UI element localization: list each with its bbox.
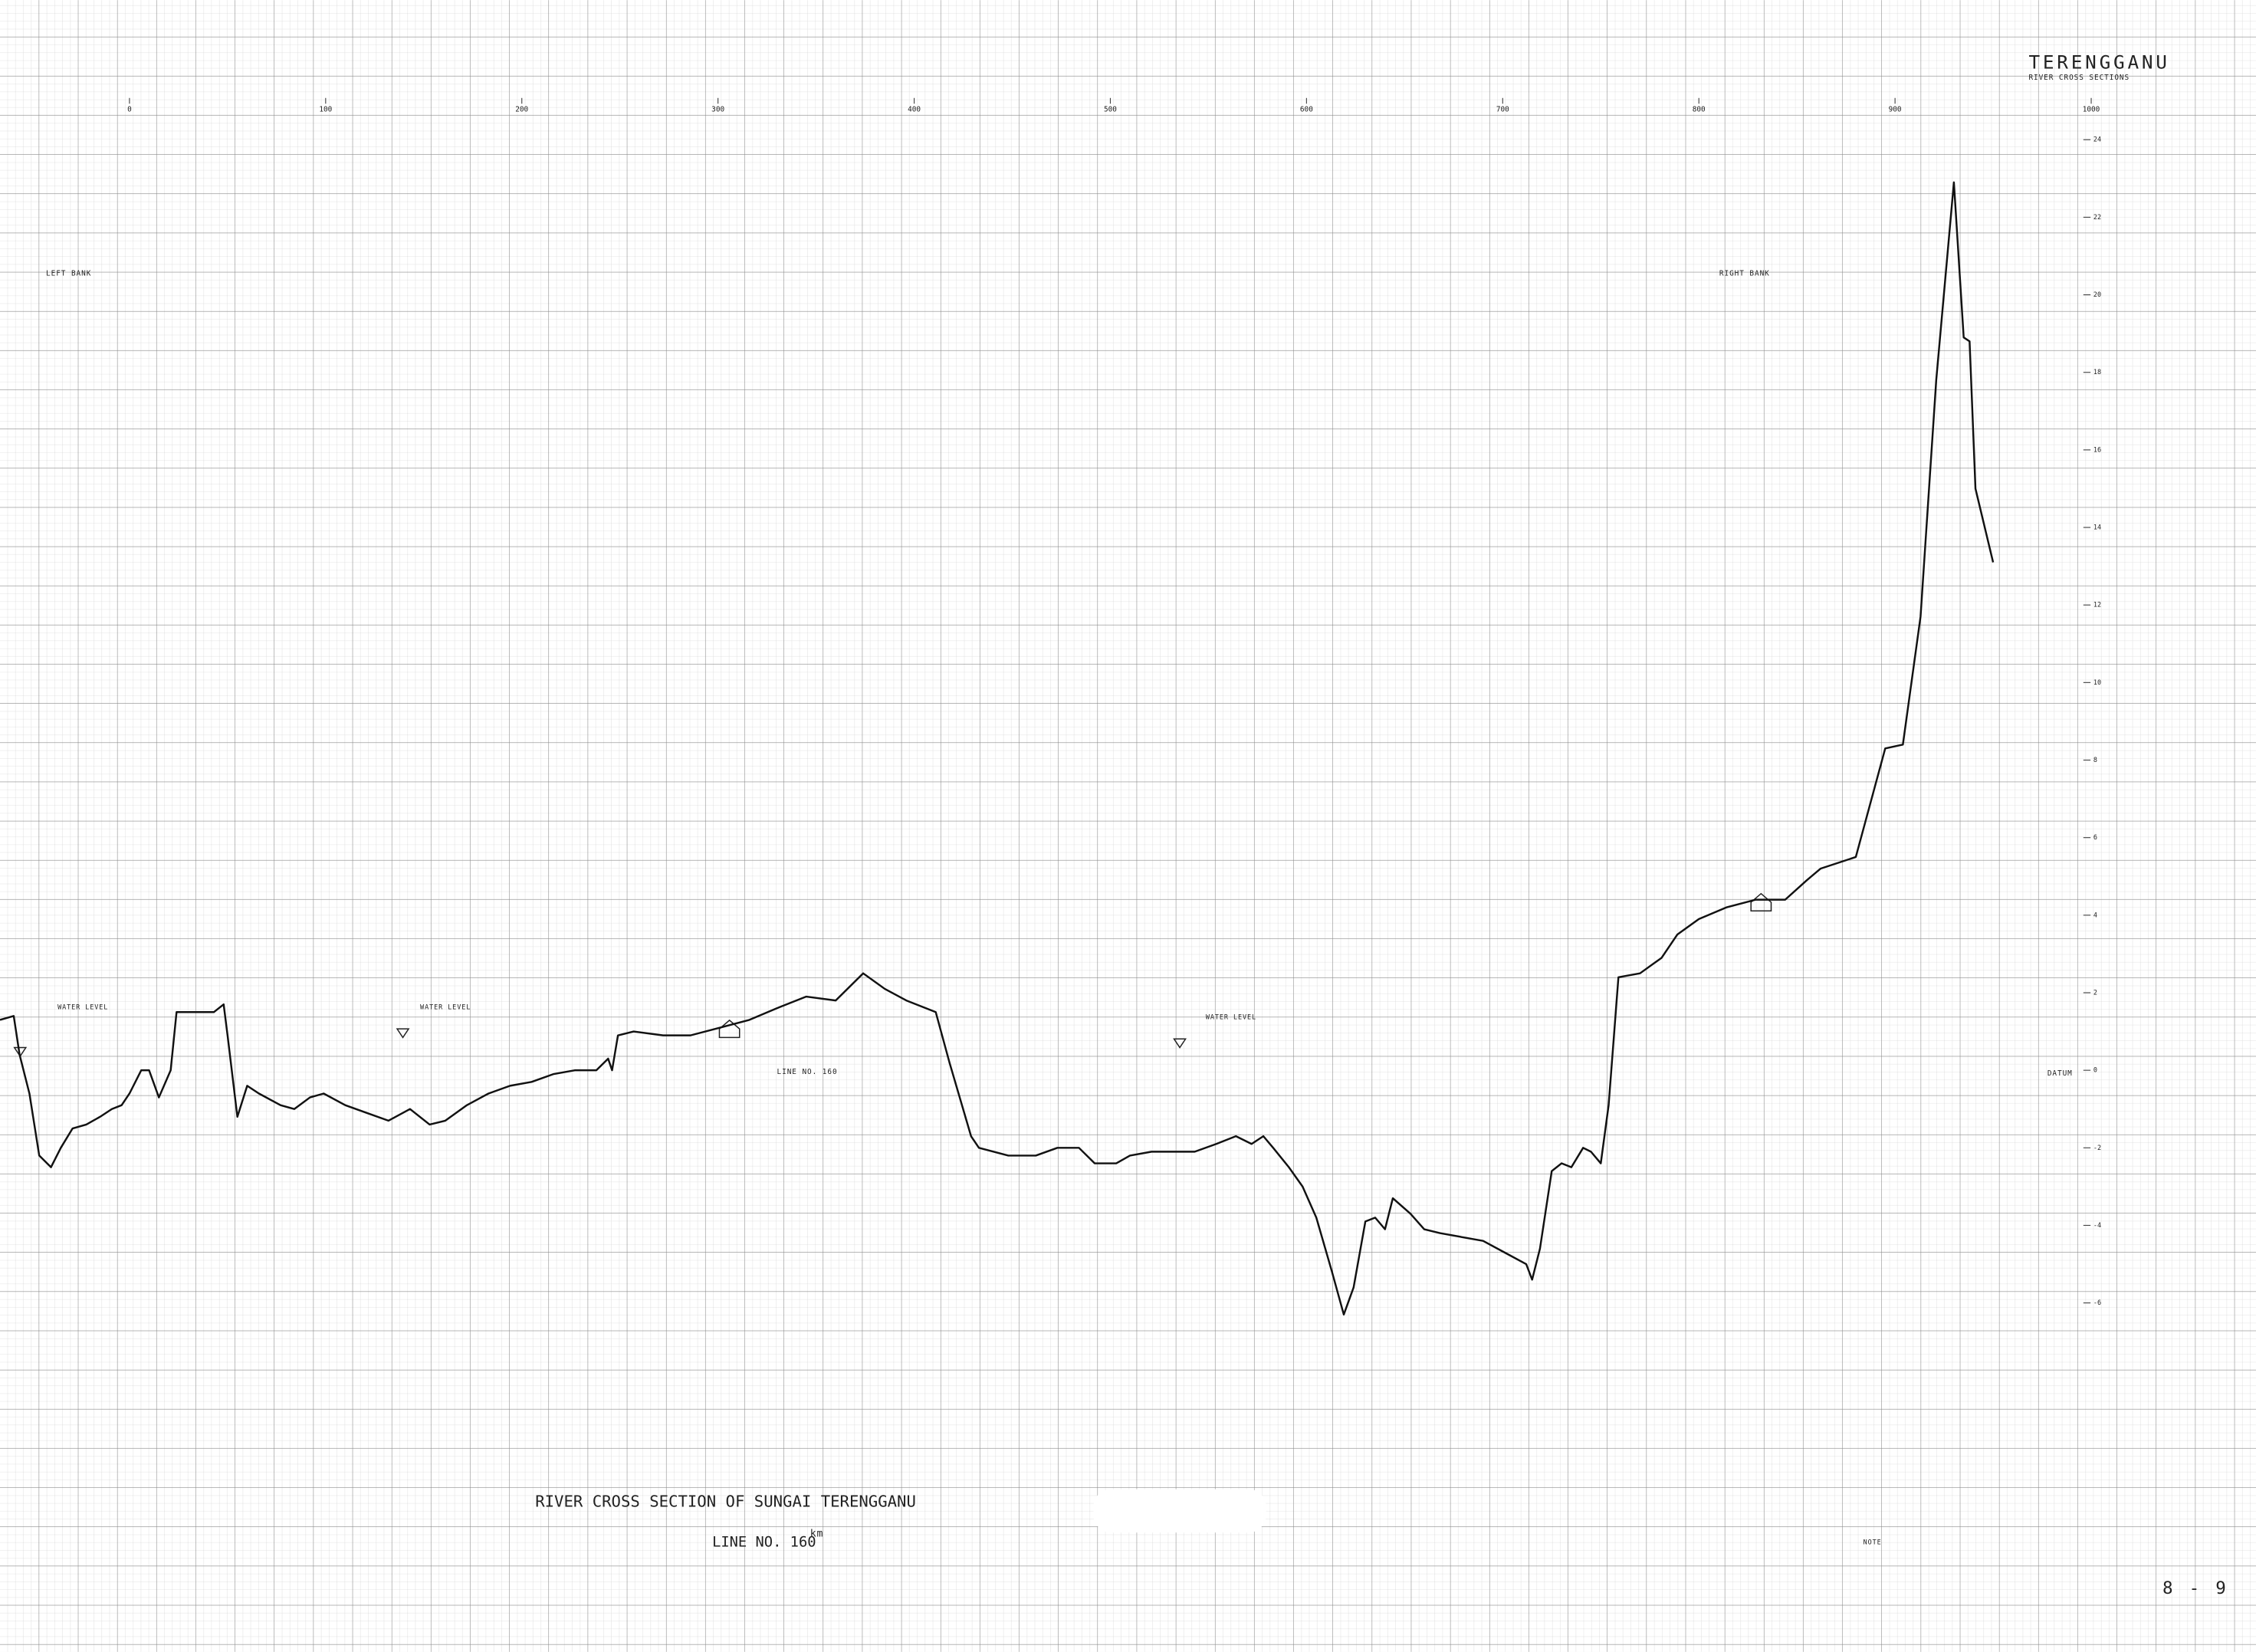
chart-title: RIVER CROSS SECTION OF SUNGAI TERENGGANU (535, 1493, 916, 1511)
annotation: 8 - 9 (2162, 1578, 2229, 1598)
annotation: km (810, 1528, 824, 1539)
x-tick-label: 600 (1300, 105, 1313, 113)
x-tick-label: 200 (515, 105, 528, 113)
x-tick-label: 0 (127, 105, 132, 113)
x-tick-label: 800 (1693, 105, 1706, 113)
house-marker (718, 1019, 741, 1039)
annotation: DATUM (2047, 1069, 2073, 1078)
y-tick-label: 4 (2093, 911, 2097, 918)
x-tick-label: 700 (1496, 105, 1509, 113)
annotation: RIGHT BANK (1719, 269, 1770, 278)
annotation: LEFT BANK (46, 269, 91, 278)
y-tick-label: 16 (2093, 445, 2101, 453)
chart-subtitle: LINE NO. 160 (712, 1535, 816, 1551)
x-tick-label: 500 (1104, 105, 1117, 113)
y-tick-label: -2 (2093, 1144, 2101, 1151)
annotation: NOTE (1864, 1539, 1882, 1546)
y-tick-label: 14 (2093, 524, 2101, 531)
house-marker (1750, 892, 1772, 911)
x-tick-label: 100 (319, 105, 332, 113)
y-tick-label: 18 (2093, 368, 2101, 376)
y-tick-label: -4 (2093, 1221, 2101, 1229)
y-tick-label: 10 (2093, 678, 2101, 686)
y-tick-label: 22 (2093, 213, 2101, 221)
x-tick-label: 400 (908, 105, 921, 113)
y-tick-label: 2 (2093, 988, 2097, 996)
annotation: WATER LEVEL (420, 1003, 471, 1010)
annotation: TERENGGANU (2028, 51, 2169, 74)
annotation: WATER LEVEL (57, 1003, 108, 1010)
y-tick-label: 12 (2093, 601, 2101, 609)
y-tick-label: 0 (2093, 1066, 2097, 1074)
y-tick-label: 20 (2093, 291, 2101, 298)
y-tick-label: 8 (2093, 756, 2097, 764)
y-tick-label: 24 (2093, 136, 2101, 143)
y-tick-label: 6 (2093, 833, 2097, 841)
annotation: WATER LEVEL (1206, 1013, 1256, 1021)
y-tick-label: -6 (2093, 1299, 2101, 1306)
profile-line (0, 181, 1995, 1316)
water-level-marker (13, 1028, 1187, 1058)
x-tick-label: 1000 (2083, 105, 2100, 113)
x-tick-label: 900 (1889, 105, 1902, 113)
annotation: LINE NO. 160 (777, 1068, 838, 1076)
x-tick-label: 300 (711, 105, 724, 113)
blank-patch (1093, 1489, 1266, 1533)
annotation: RIVER CROSS SECTIONS (2028, 74, 2130, 82)
